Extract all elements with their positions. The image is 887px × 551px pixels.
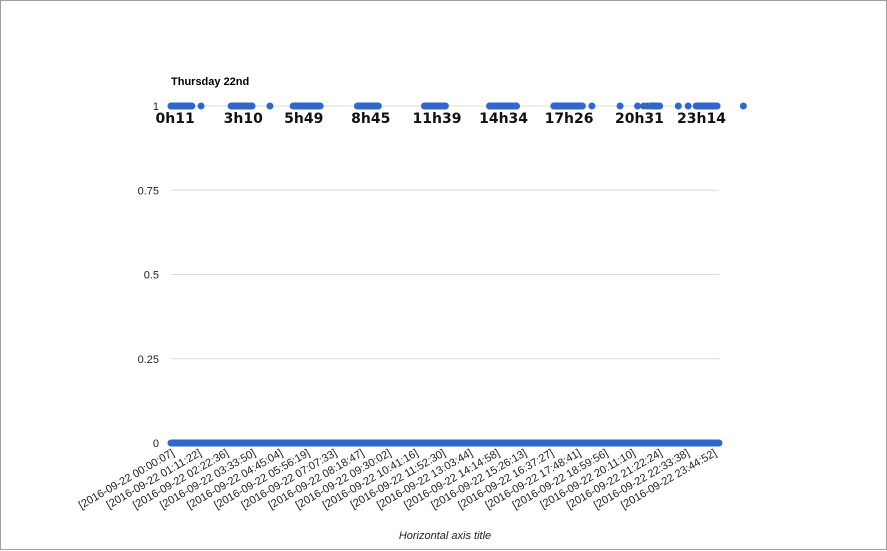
annotation-label: 0h11 [156,111,195,127]
annotations: 0h11 3h10 5h49 8h45 11h39 14h34 17h26 20h31 23h1… [156,111,727,127]
series-point [674,102,682,110]
y-tick-label: 0.25 [138,354,159,366]
series-point [197,102,205,110]
annotation-label: 5h49 [284,111,323,127]
chart-title: Thursday 22nd [171,76,249,88]
x-axis-title: Horizontal axis title [399,530,491,542]
annotation-label: 14h34 [479,111,528,127]
gridlines [171,105,719,444]
y-tick-label: 0.5 [144,270,159,282]
series-points [167,102,747,447]
y-tick-label: 1 [153,101,159,113]
annotation-label: 11h39 [413,111,462,127]
series-point [266,102,274,110]
series-point [643,102,651,110]
series-point [684,102,692,110]
series-point [634,102,642,110]
annotation-label: 23h14 [677,111,726,127]
series-point [656,102,664,110]
y-tick-label: 0.75 [138,185,159,197]
x-axis-ticks: [2016-09-22 00:00:07][2016-09-22 01:11:2… [77,447,719,512]
y-axis-ticks: 1 0.75 0.5 0.25 0 [138,101,159,450]
annotation-label: 8h45 [351,111,390,127]
annotation-label: 3h10 [224,111,263,127]
y-tick-label: 0 [153,438,159,450]
series-point [739,102,747,110]
annotation-label: 20h31 [615,111,664,127]
series-point [588,102,596,110]
annotation-label: 17h26 [545,111,594,127]
series-point [616,102,624,110]
